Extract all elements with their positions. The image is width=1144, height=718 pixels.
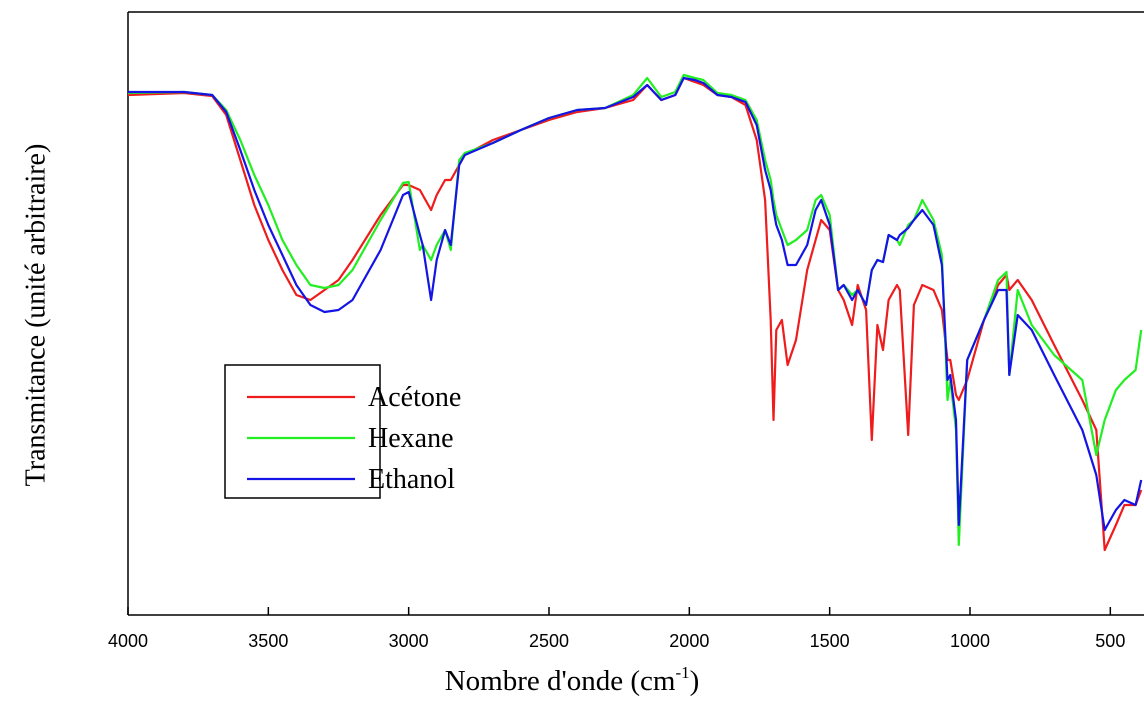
legend-label: Hexane	[368, 423, 454, 454]
x-axis-label: Nombre d'onde (cm-1)	[445, 663, 700, 697]
x-tick-label: 1500	[810, 631, 850, 651]
x-tick-label: 2000	[669, 631, 709, 651]
x-label-text: )	[690, 665, 700, 697]
x-label-text: Nombre d'onde (cm	[445, 665, 676, 697]
series-line	[128, 76, 1143, 532]
x-tick-label: 1000	[950, 631, 990, 651]
x-tick-label: 4000	[108, 631, 148, 651]
legend-box	[224, 364, 381, 499]
x-tick-label: 2500	[529, 631, 569, 651]
x-tick-label: 3500	[248, 631, 288, 651]
legend-label: Acétone	[368, 382, 461, 413]
x-tick-label: 500	[1095, 631, 1125, 651]
y-axis-label: Transmitance (unité arbitraire)	[20, 144, 51, 487]
x-tick-label: 3000	[389, 631, 429, 651]
x-label-superscript: -1	[675, 663, 689, 682]
legend-label: Ethanol	[368, 464, 455, 495]
frame	[127, 11, 1144, 616]
